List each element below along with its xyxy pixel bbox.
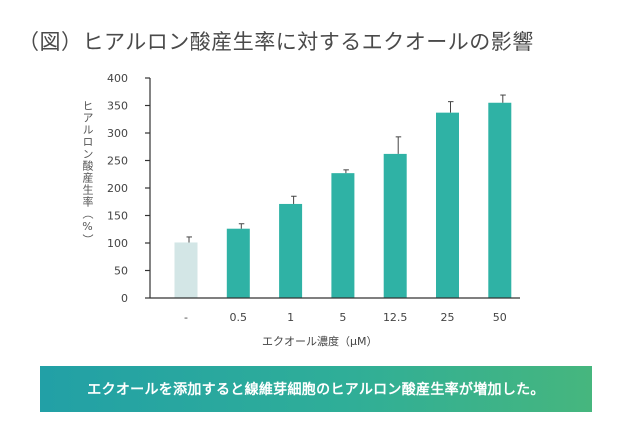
y-tick-label: 200 — [107, 182, 128, 195]
x-axis-label: エクオール濃度（μM） — [262, 335, 378, 348]
y-tick-label: 0 — [121, 292, 128, 305]
bar-control — [174, 242, 198, 298]
y-tick-label: 300 — [107, 127, 128, 140]
conclusion-text: エクオールを添加すると線維芽細胞のヒアルロン酸産生率が増加した。 — [87, 382, 545, 398]
x-tick-label: 0.5 — [230, 311, 248, 324]
y-axis-ticks: 0 50 100 150 200 250 300 350 400 — [107, 72, 150, 305]
bar-1 — [279, 203, 303, 298]
y-tick-label: 150 — [107, 210, 128, 223]
bar-0.5 — [226, 228, 250, 298]
x-tick-label: 5 — [339, 311, 346, 324]
bar-50 — [488, 102, 512, 298]
y-axis-label: ヒアルロン酸産生率（%） — [81, 100, 94, 246]
x-tick-label: 50 — [493, 311, 507, 324]
bars — [174, 102, 512, 299]
y-tick-label: 400 — [107, 72, 128, 85]
y-tick-label: 350 — [107, 100, 128, 113]
x-tick-label: - — [184, 311, 188, 324]
y-tick-label: 100 — [107, 237, 128, 250]
bar-5 — [331, 173, 355, 298]
y-tick-label: 250 — [107, 155, 128, 168]
conclusion-banner: エクオールを添加すると線維芽細胞のヒアルロン酸産生率が増加した。 — [40, 366, 592, 412]
x-tick-label: 12.5 — [383, 311, 408, 324]
bar-12.5 — [383, 153, 407, 298]
bar-25 — [436, 112, 459, 299]
x-tick-label: 1 — [287, 311, 294, 324]
x-axis-ticks: - 0.5 1 5 12.5 25 50 — [184, 311, 507, 324]
y-tick-label: 50 — [114, 265, 128, 278]
chart-title: （図）ヒアルロン酸産生率に対するエクオールの影響 — [18, 30, 534, 54]
error-bars — [186, 94, 506, 243]
x-tick-label: 25 — [441, 311, 455, 324]
